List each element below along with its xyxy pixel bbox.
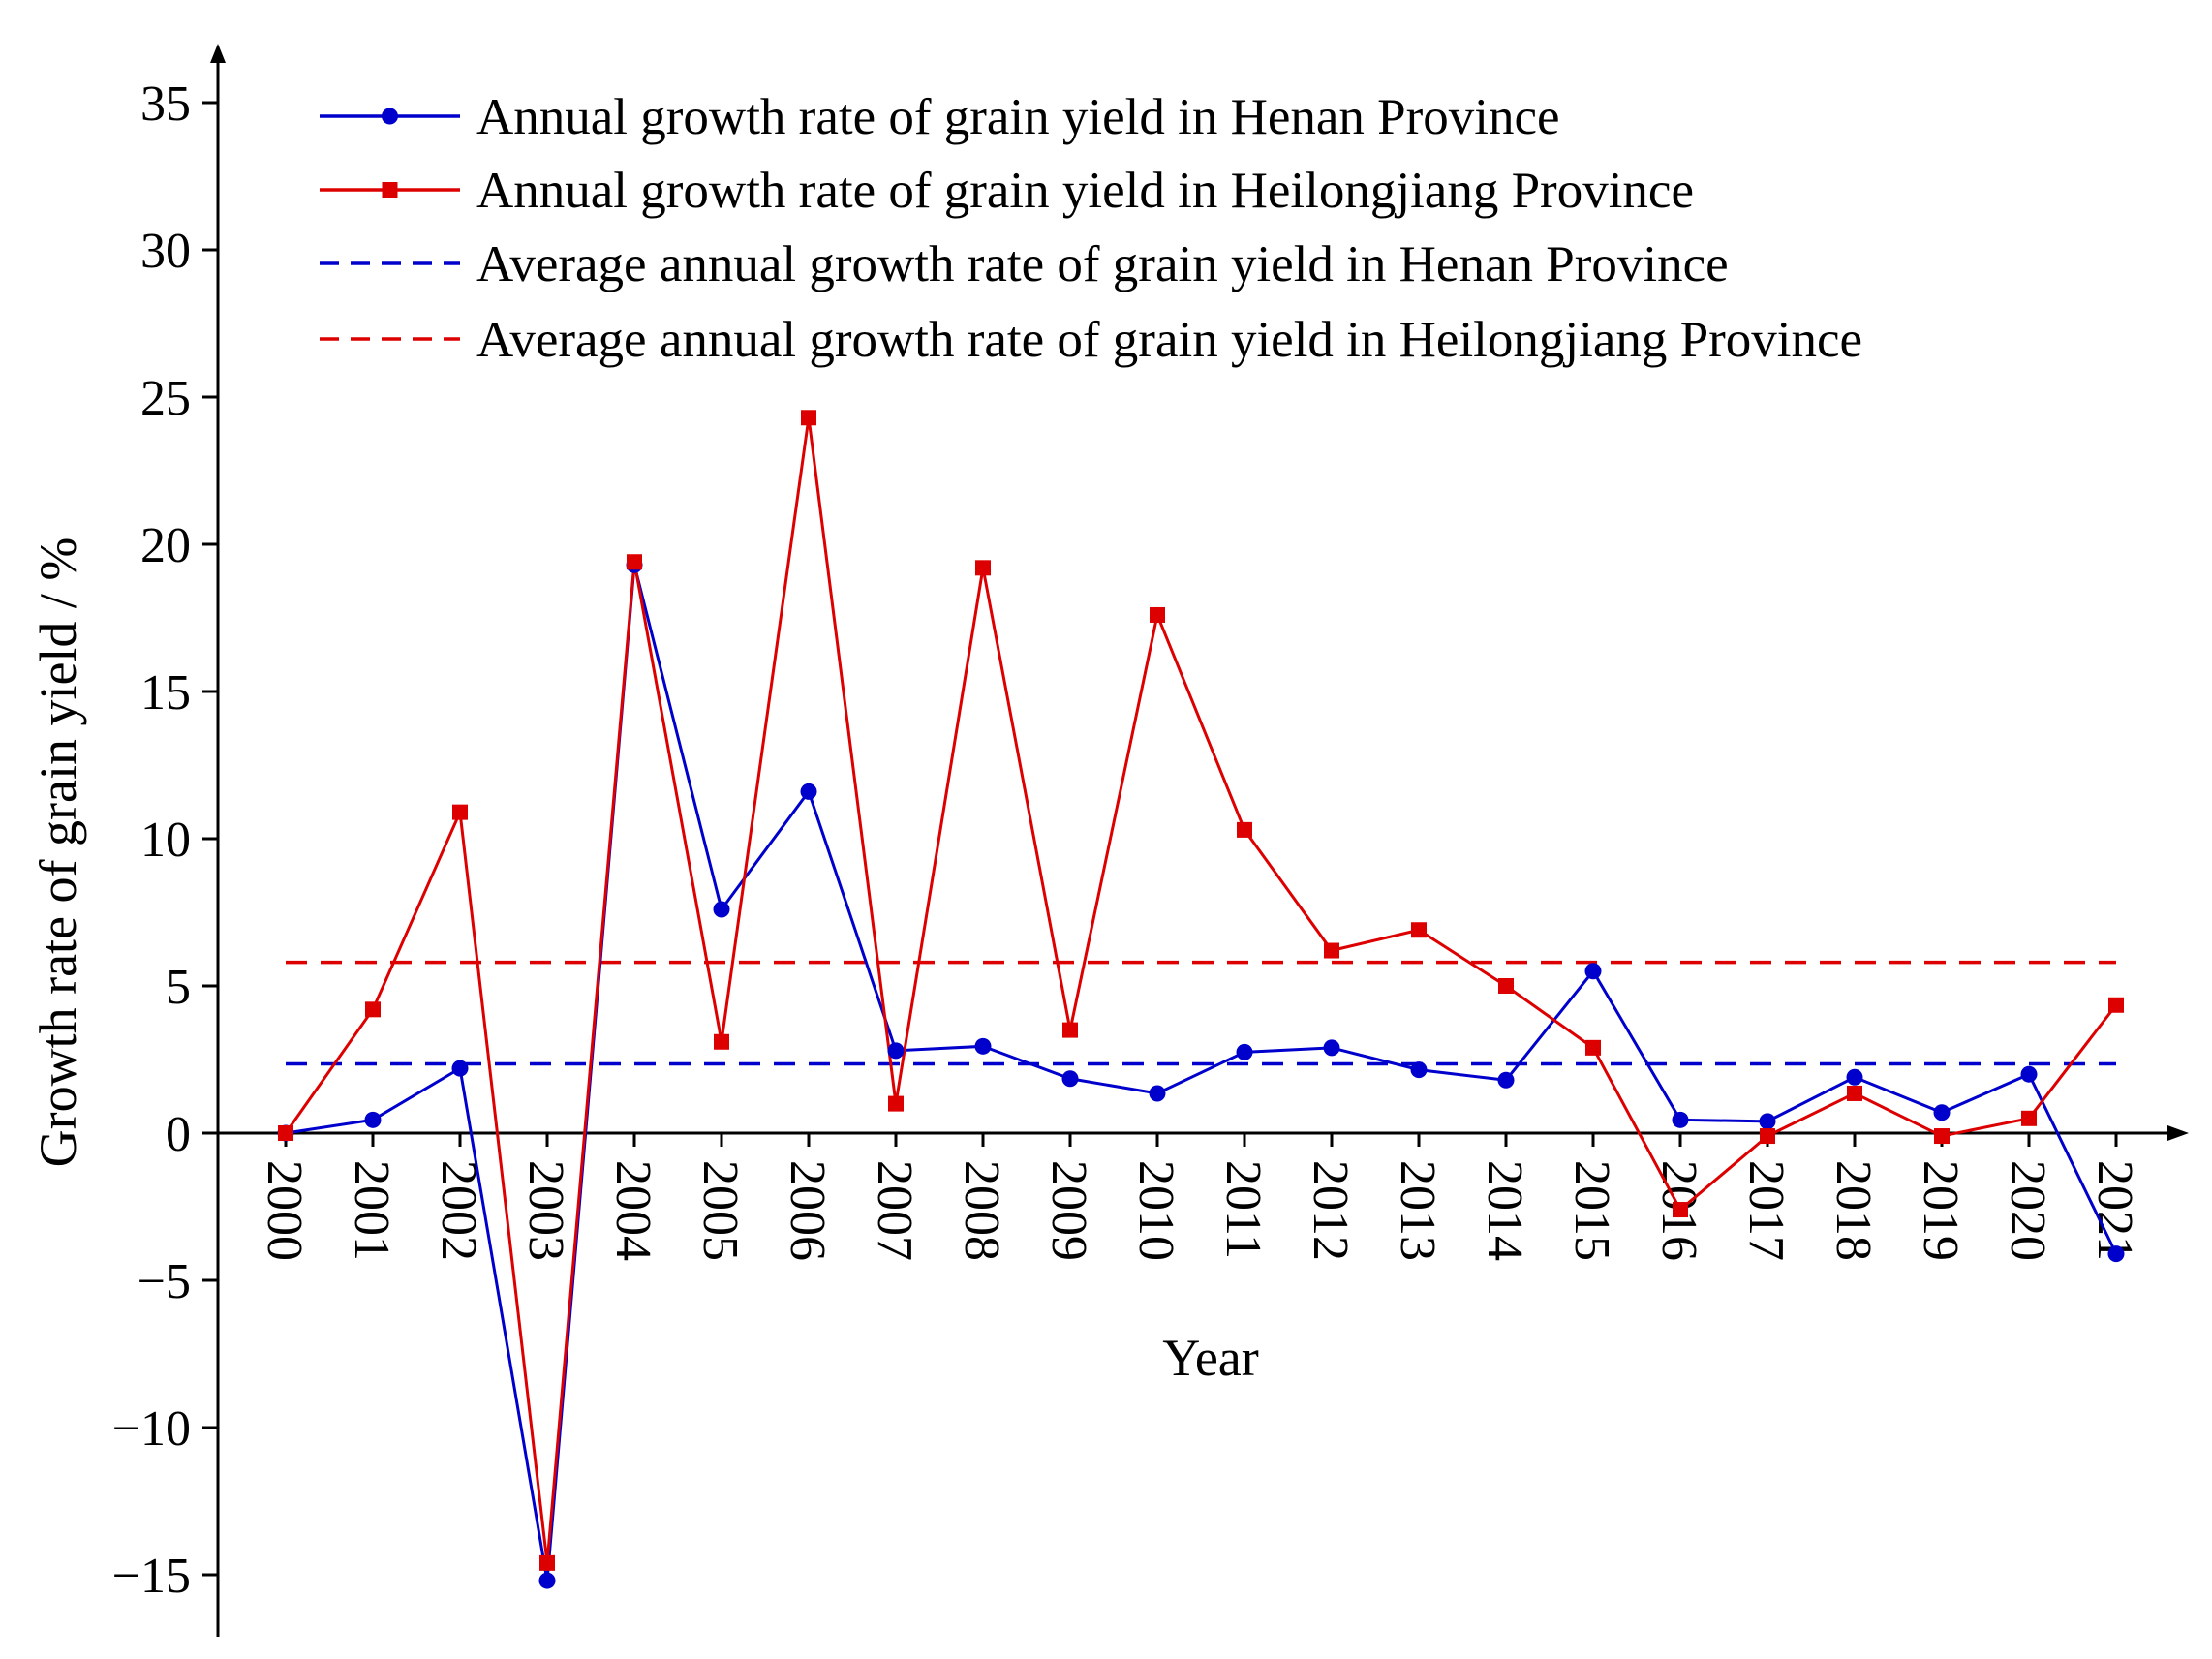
legend-label-2: Average annual growth rate of grain yiel… xyxy=(476,236,1729,292)
data-point-heilongjiang xyxy=(1324,942,1339,959)
data-point-henan xyxy=(713,901,730,918)
x-tick-label: 2001 xyxy=(344,1160,399,1261)
data-point-heilongjiang xyxy=(1150,606,1165,623)
x-tick-label: 2005 xyxy=(692,1160,748,1261)
data-point-heilongjiang xyxy=(2108,997,2124,1013)
x-tick-label: 2011 xyxy=(1215,1160,1271,1259)
x-tick-label: 2003 xyxy=(518,1160,573,1261)
data-point-heilongjiang xyxy=(1062,1022,1078,1038)
data-point-henan xyxy=(1672,1111,1689,1128)
data-point-henan xyxy=(1584,963,1602,980)
data-point-henan xyxy=(1149,1085,1166,1102)
y-tick-label: −5 xyxy=(138,1254,191,1309)
data-point-heilongjiang xyxy=(888,1095,904,1112)
x-tick-label: 2013 xyxy=(1390,1160,1445,1261)
y-tick-label: 20 xyxy=(140,518,191,573)
plot-area xyxy=(277,410,2125,1589)
data-point-heilongjiang xyxy=(365,1001,381,1018)
legend: Annual growth rate of grain yield in Hen… xyxy=(320,89,1862,368)
series-line-1 xyxy=(284,417,2118,1564)
data-point-heilongjiang xyxy=(278,1125,293,1141)
data-point-henan xyxy=(1061,1070,1079,1088)
data-point-heilongjiang xyxy=(975,560,991,576)
legend-marker-0 xyxy=(382,108,398,125)
data-point-henan xyxy=(451,1060,469,1077)
x-tick-label: 2018 xyxy=(1826,1160,1881,1261)
data-point-heilongjiang xyxy=(452,804,468,820)
x-tick-label: 2017 xyxy=(1738,1160,1794,1261)
x-tick-label: 2004 xyxy=(605,1160,661,1261)
data-point-henan xyxy=(2020,1065,2038,1083)
x-tick-label: 2008 xyxy=(954,1160,1009,1261)
x-tick-label: 2014 xyxy=(1477,1160,1532,1261)
data-point-heilongjiang xyxy=(1498,978,1514,994)
legend-marker-1 xyxy=(382,182,398,198)
legend-label-0: Annual growth rate of grain yield in Hen… xyxy=(476,89,1560,145)
data-point-heilongjiang xyxy=(801,410,816,426)
data-point-heilongjiang xyxy=(714,1033,729,1050)
data-point-heilongjiang xyxy=(1411,922,1427,938)
data-point-henan xyxy=(1323,1039,1340,1057)
x-tick-label: 2009 xyxy=(1041,1160,1096,1261)
x-tick-label: 2010 xyxy=(1128,1160,1183,1261)
data-point-henan xyxy=(538,1572,556,1589)
y-tick-label: 15 xyxy=(140,665,191,721)
data-point-heilongjiang xyxy=(539,1554,555,1571)
data-point-henan xyxy=(887,1042,905,1060)
data-point-heilongjiang xyxy=(1237,821,1252,838)
y-tick-label: −15 xyxy=(112,1549,191,1604)
x-axis: 2000 2001 2002 2003 2004 2005 2006 2007 2008 2009… xyxy=(218,1125,2189,1261)
y-axis: 35 30 25 20 15 10 5 0 −5 −10 −15 xyxy=(112,44,226,1637)
legend-label-3: Average annual growth rate of grain yiel… xyxy=(476,312,1862,368)
data-point-henan xyxy=(1759,1113,1776,1130)
data-point-henan xyxy=(800,783,817,800)
y-tick-label: 25 xyxy=(140,371,191,426)
data-point-heilongjiang xyxy=(1673,1202,1688,1218)
data-point-henan xyxy=(974,1037,992,1055)
data-point-heilongjiang xyxy=(1934,1128,1950,1145)
data-point-heilongjiang xyxy=(1760,1128,1775,1145)
data-point-henan xyxy=(1933,1104,1951,1121)
data-point-henan xyxy=(1236,1043,1253,1060)
y-axis-arrow xyxy=(210,44,226,63)
x-axis-arrow xyxy=(2167,1125,2189,1141)
y-tick-label: 5 xyxy=(166,960,191,1015)
data-point-henan xyxy=(1846,1068,1863,1086)
data-point-henan xyxy=(1497,1071,1515,1089)
x-tick-label: 2000 xyxy=(257,1160,312,1261)
legend-label-1: Annual growth rate of grain yield in Hei… xyxy=(476,163,1694,219)
data-point-henan xyxy=(1410,1061,1428,1079)
x-tick-label: 2007 xyxy=(867,1160,922,1261)
y-axis-title: Growth rate of grain yield / % xyxy=(29,538,87,1168)
data-point-henan xyxy=(2107,1245,2125,1263)
y-tick-label: 35 xyxy=(140,77,191,132)
y-tick-label: 10 xyxy=(140,813,191,868)
x-tick-label: 2002 xyxy=(431,1160,486,1261)
data-point-heilongjiang xyxy=(2021,1110,2037,1126)
x-tick-label: 2015 xyxy=(1564,1160,1619,1261)
data-point-heilongjiang xyxy=(627,554,642,570)
data-point-henan xyxy=(364,1111,382,1128)
data-point-heilongjiang xyxy=(1847,1085,1862,1101)
x-tick-label: 2020 xyxy=(2000,1160,2055,1261)
x-tick-label: 2012 xyxy=(1303,1160,1358,1261)
y-tick-label: 0 xyxy=(166,1107,191,1162)
x-tick-label: 2006 xyxy=(780,1160,835,1261)
x-tick-label: 2019 xyxy=(1913,1160,1968,1261)
x-axis-title: Year xyxy=(1162,1329,1259,1387)
y-tick-label: 30 xyxy=(140,224,191,279)
y-tick-label: −10 xyxy=(112,1401,191,1457)
data-point-heilongjiang xyxy=(1585,1039,1601,1056)
